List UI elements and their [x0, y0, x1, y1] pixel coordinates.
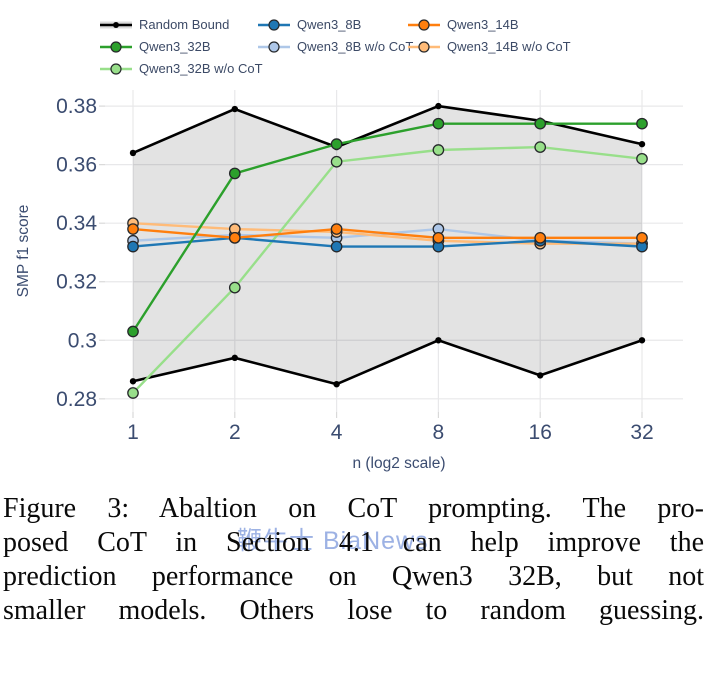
series-point-Qwen3_8B — [330, 240, 343, 253]
qwen3-14b-marker-icon — [408, 18, 440, 31]
legend-item-qwen3-14b-wo-cot: Qwen3_14B w/o CoT — [408, 39, 638, 54]
series-point-Qwen3_32B — [228, 167, 241, 180]
y-tick-label: 0.3 — [68, 329, 97, 352]
series-point-Qwen3_32B — [534, 117, 547, 130]
legend-item-qwen3-32b-wo-cot: Qwen3_32B w/o CoT — [100, 61, 263, 76]
x-tick-label: 8 — [433, 421, 445, 444]
series-point-Qwen3_32B — [636, 117, 648, 130]
series-point-Qwen3_32B-w/o-CoT — [432, 144, 445, 156]
y-tick-label: 0.32 — [56, 271, 97, 294]
random-bound-point — [435, 102, 442, 110]
legend-item-qwen3-14b: Qwen3_14B — [408, 17, 638, 32]
qwen3-8b-marker-icon — [258, 18, 290, 31]
x-tick-label: 4 — [331, 421, 343, 444]
random-bound-point — [638, 140, 646, 148]
legend-item-qwen3-32b: Qwen3_32B — [100, 39, 258, 54]
series-line-Qwen3_14B-w/o-CoT — [132, 221, 642, 245]
legend-label: Qwen3_32B w/o CoT — [139, 61, 263, 76]
series-line-Qwen3_32B — [131, 122, 642, 333]
series-line-Qwen3_8B — [132, 236, 643, 248]
random-bound-point — [333, 380, 340, 388]
random-bound-band — [133, 106, 642, 385]
random-bound-point — [129, 378, 137, 385]
qwen3-8b-wo-cot-marker-icon — [258, 40, 290, 53]
qwen3-14b-wo-cot-marker-icon — [408, 40, 440, 53]
caption-line: posed CoT in Section 4.1 can help improv… — [3, 527, 704, 558]
y-tick-label: 0.34 — [56, 212, 97, 235]
series-point-Qwen3_14B — [432, 231, 445, 244]
figure-caption: Figure 3: Abaltion on CoT prompting. The… — [0, 492, 710, 628]
series-point-Qwen3_14B — [636, 231, 648, 244]
watermark: 鞭牛士 BiaNews — [237, 527, 429, 555]
series-point-Qwen3_32B-w/o-CoT — [636, 152, 648, 165]
x-tick-label: 32 — [630, 421, 653, 444]
random-bound-lower-line — [132, 338, 643, 386]
series-point-Qwen3_14B — [228, 231, 241, 244]
legend-item-qwen3-8b-wo-cot: Qwen3_8B w/o CoT — [258, 39, 413, 54]
line-chart: 0.28 0.3 0.32 0.34 0.36 0.38 1 2 4 8 16 32 n (log2 s… — [0, 82, 710, 492]
legend-label: Qwen3_8B — [297, 17, 362, 32]
legend-label: Qwen3_14B — [447, 17, 519, 32]
caption-line: prediction performance on Qwen3 32B, but… — [3, 561, 704, 592]
series-point-Qwen3_8B — [127, 240, 139, 253]
legend-label: Qwen3_14B w/o CoT — [447, 39, 571, 54]
random-bound-point — [231, 354, 238, 362]
series-line-Qwen3_32B-w/o-CoT — [132, 145, 643, 394]
series-point-Qwen3_32B-w/o-CoT — [228, 281, 241, 294]
series-point-Qwen3_32B — [127, 325, 139, 338]
caption-line: Figure 3: Abaltion on CoT prompting. The… — [3, 493, 704, 524]
y-tick-label: 0.28 — [56, 388, 97, 411]
x-tick-label: 1 — [127, 421, 139, 444]
legend-item-random-bound: Random Bound — [100, 17, 258, 32]
legend-label: Qwen3_32B — [139, 39, 211, 54]
series-point-Qwen3_14B — [534, 231, 547, 244]
legend-label: Random Bound — [139, 17, 230, 32]
random-bound-point — [231, 105, 238, 113]
series-point-Qwen3_32B — [432, 117, 445, 130]
series-point-Qwen3_32B-w/o-CoT — [127, 387, 139, 399]
qwen3-32b-wo-cot-marker-icon — [100, 62, 132, 75]
random-bound-point — [129, 149, 137, 157]
qwen3-32b-marker-icon — [100, 40, 132, 53]
random-bound-point — [537, 372, 544, 379]
series-point-Qwen3_14B — [127, 223, 139, 235]
series-line-Qwen3_14B — [132, 227, 642, 240]
series-point-Qwen3_32B-w/o-CoT — [330, 155, 343, 168]
y-axis-label: SMP f1 score — [15, 205, 32, 298]
chart-legend: Random Bound Qwen3_8B Qwen3_14B Qwen3_32… — [100, 17, 638, 76]
legend-item-qwen3-8b: Qwen3_8B — [258, 17, 408, 32]
x-axis-label: n (log2 scale) — [352, 455, 445, 472]
x-tick-label: 16 — [529, 421, 552, 444]
series-point-Qwen3_32B-w/o-CoT — [534, 141, 547, 153]
caption-line: smaller models. Others lose to random gu… — [3, 595, 704, 626]
y-tick-label: 0.38 — [56, 95, 97, 118]
random-bound-marker-icon — [100, 21, 132, 28]
random-bound-point — [638, 337, 646, 344]
series-point-Qwen3_14B — [330, 223, 343, 235]
series-point-Qwen3_32B — [330, 138, 343, 151]
chart-svg: 0.28 0.3 0.32 0.34 0.36 0.38 1 2 4 8 16 32 n (log2 s… — [15, 90, 683, 472]
x-tick-label: 2 — [229, 421, 241, 444]
y-tick-label: 0.36 — [56, 154, 97, 177]
random-bound-point — [435, 337, 442, 344]
legend-label: Qwen3_8B w/o CoT — [297, 39, 414, 54]
